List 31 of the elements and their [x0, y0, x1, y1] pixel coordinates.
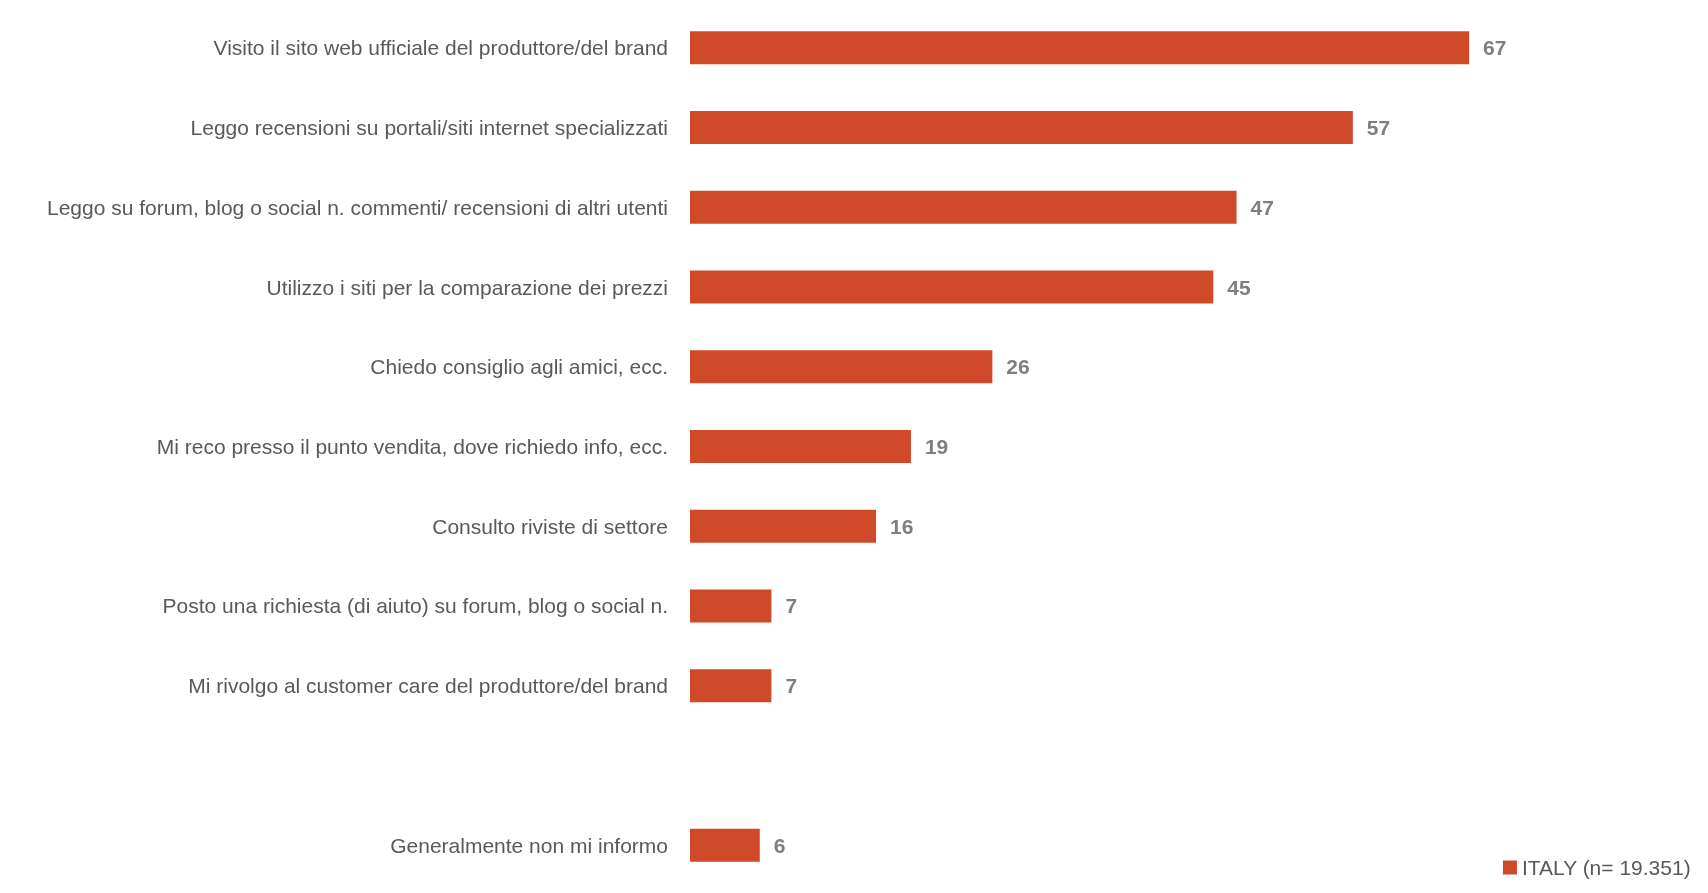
data-label: 7 — [785, 594, 798, 618]
data-label: 57 — [1366, 116, 1391, 140]
bar — [690, 589, 772, 623]
data-label: 7 — [785, 674, 798, 698]
data-label: 19 — [924, 435, 949, 458]
y-tick-label: Posto una richiesta (di aiuto) su forum, blog o social n. — [162, 594, 668, 618]
data-label: 26 — [1006, 355, 1030, 379]
data-label: 6 — [773, 833, 786, 857]
bar — [690, 190, 1237, 224]
y-tick-label: Utilizzo i siti per la comparazione dei prezzi — [266, 275, 668, 299]
y-tick-label: Leggo su forum, blog o social n. commenti/ recensioni di altri utenti — [47, 195, 668, 219]
y-tick-label: Mi reco presso il punto vendita, dove richiedo info, ecc. — [156, 435, 668, 458]
bar — [690, 350, 993, 384]
y-tick-label: Chiedo consiglio agli amici, ecc. — [370, 355, 668, 379]
bar — [690, 31, 1470, 65]
data-label: 47 — [1250, 195, 1274, 219]
legend-label: ITALY (n= 19.351) — [1521, 856, 1691, 879]
bar — [690, 270, 1214, 304]
bar — [690, 111, 1353, 145]
bar — [690, 509, 877, 543]
bar — [690, 828, 760, 862]
bar — [690, 430, 911, 463]
y-tick-label: Leggo recensioni su portali/siti internet specializzati — [190, 116, 668, 140]
bar — [690, 669, 772, 703]
y-tick-label: Visito il sito web ufficiale del produttore/del brand — [213, 36, 668, 60]
data-label: 45 — [1227, 275, 1251, 299]
y-tick-label: Consulto riviste di settore — [432, 514, 668, 538]
data-label: 67 — [1483, 36, 1507, 60]
y-tick-label: Generalmente non mi informo — [390, 833, 668, 857]
y-tick-label: Mi rivolgo al customer care del produttore/del brand — [188, 674, 668, 698]
data-label: 16 — [890, 514, 914, 538]
